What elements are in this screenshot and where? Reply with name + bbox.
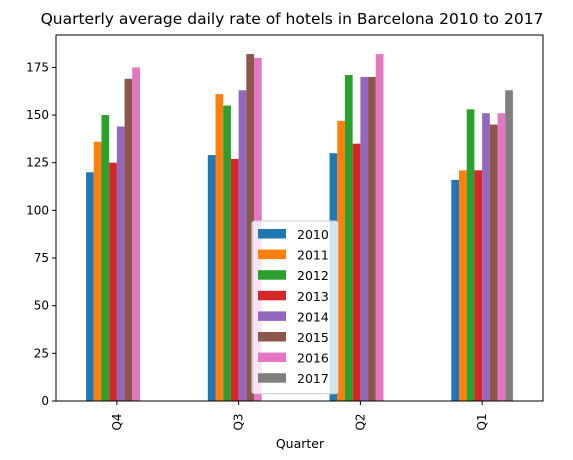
y-tick-label: 150 [26, 108, 49, 122]
plot-frame [55, 34, 544, 402]
bar-2010-Q3 [207, 155, 216, 401]
y-tick-label: 50 [34, 299, 49, 313]
y-tick-label: 175 [26, 60, 49, 74]
bar-2015-Q1 [489, 124, 498, 401]
bar-2012-Q4 [101, 115, 110, 401]
legend-label-2016: 2016 [297, 351, 329, 366]
bar-2015-Q3 [246, 54, 255, 402]
bar-2013-Q2 [352, 143, 361, 401]
bar-2016-Q4 [132, 67, 140, 401]
bar-2017-Q1 [505, 90, 513, 401]
y-tick-label: 25 [34, 346, 49, 360]
x-axis: Q4 Q3 Q2 Q1 [110, 401, 489, 431]
bar-2013-Q4 [109, 162, 117, 401]
x-tick-label-Q3: Q3 [232, 413, 246, 430]
bar-2014-Q3 [238, 90, 247, 401]
legend-label-2010: 2010 [297, 227, 329, 242]
x-tick-label-Q2: Q2 [353, 413, 367, 430]
legend-swatch-2013 [258, 290, 286, 301]
bar-2011-Q3 [215, 94, 224, 401]
legend-label-2014: 2014 [297, 309, 329, 324]
legend: 2010 2011 2012 2013 2014 2015 2016 2017 [251, 220, 339, 395]
legend-box [251, 220, 339, 395]
y-axis: 0 25 50 75 100 125 150 175 [26, 60, 56, 408]
y-tick-label: 75 [34, 251, 49, 265]
legend-swatch-2016 [258, 352, 286, 363]
x-tick-label-Q4: Q4 [110, 413, 124, 430]
bar-2013-Q1 [474, 170, 483, 401]
legend-label-2012: 2012 [297, 268, 329, 283]
legend-label-2011: 2011 [297, 248, 329, 263]
legend-swatch-2017 [258, 373, 286, 383]
chart-title: Quarterly average daily rate of hotels i… [41, 10, 544, 28]
legend-swatch-2012 [258, 270, 286, 280]
legend-swatch-2015 [258, 332, 286, 342]
legend-label-2017: 2017 [297, 371, 329, 386]
bar-2011-Q2 [337, 120, 345, 401]
bar-2010-Q1 [451, 179, 460, 402]
y-tick-label: 100 [26, 203, 49, 217]
bar-2012-Q3 [223, 105, 231, 401]
y-tick-label: 0 [41, 394, 49, 408]
bar-2011-Q1 [459, 170, 467, 401]
legend-swatch-2011 [258, 249, 286, 260]
bar-2014-Q1 [482, 113, 490, 401]
bar-2015-Q2 [368, 76, 376, 401]
bar-2015-Q4 [124, 78, 133, 401]
bar-2014-Q4 [116, 126, 125, 401]
legend-label-2013: 2013 [297, 289, 329, 304]
bar-2012-Q2 [344, 75, 353, 401]
bar-2011-Q4 [93, 141, 102, 401]
x-axis-label: Quarter [276, 436, 325, 451]
bar-2013-Q3 [230, 158, 239, 401]
legend-label-2015: 2015 [297, 330, 329, 345]
x-tick-label-Q1: Q1 [475, 413, 489, 430]
legend-swatch-2010 [258, 229, 286, 239]
bar-2014-Q2 [360, 76, 369, 401]
legend-swatch-2014 [258, 311, 286, 321]
bar-2016-Q2 [375, 54, 384, 402]
bar-2010-Q4 [86, 172, 94, 401]
bar-2012-Q1 [466, 109, 475, 401]
y-tick-label: 125 [26, 156, 49, 170]
bar-2016-Q1 [497, 113, 506, 401]
